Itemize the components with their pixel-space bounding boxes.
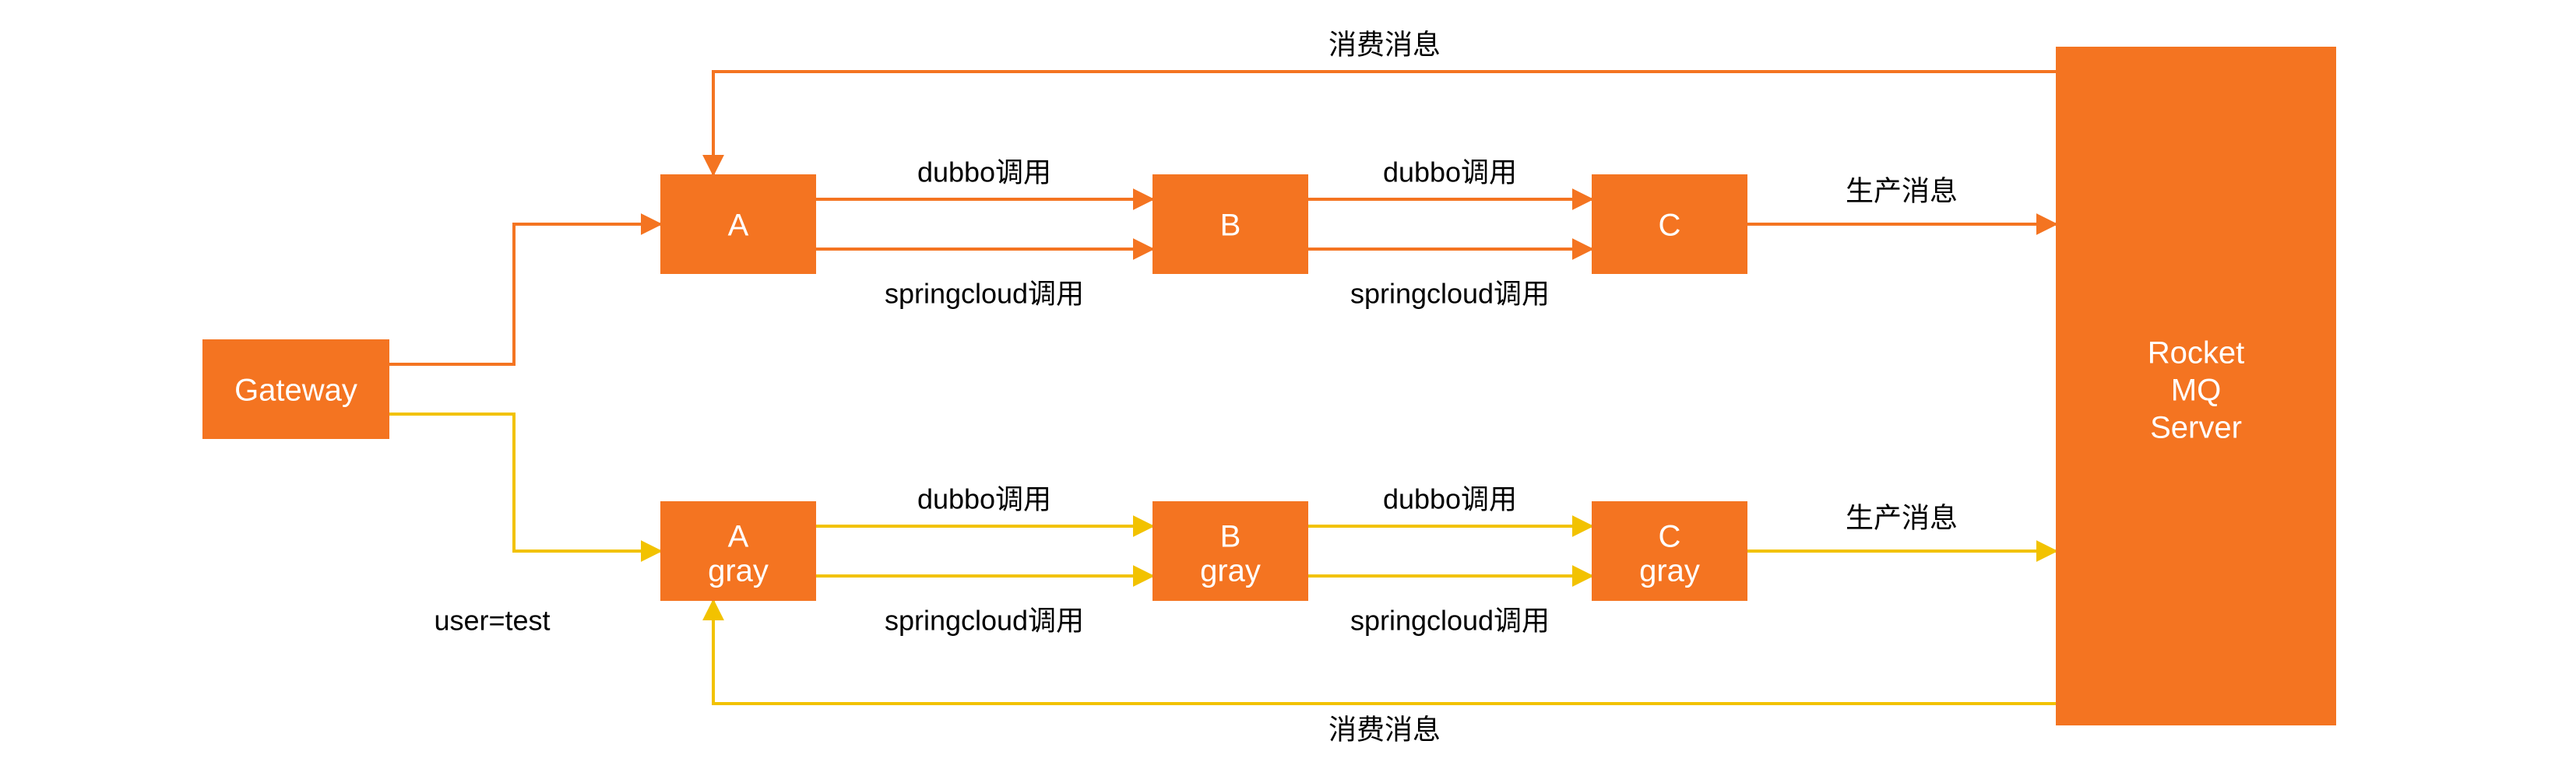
node-b: B [1153, 174, 1308, 274]
edge-gateway-a [389, 224, 660, 364]
label-mq-agray-consume: 消费消息 [1328, 714, 1441, 746]
label-agray-bgray-springcloud: springcloud调用 [885, 605, 1084, 637]
svg-text:MQ: MQ [2171, 374, 2221, 408]
svg-text:Server: Server [2150, 411, 2242, 445]
label-a-b-springcloud: springcloud调用 [885, 278, 1084, 310]
label-bgray-cgray-dubbo: dubbo调用 [1383, 483, 1517, 515]
label-cgray-mq-produce: 生产消息 [1846, 502, 1958, 534]
node-a: A [660, 174, 816, 274]
svg-text:C: C [1659, 209, 1681, 243]
diagram-canvas: dubbo调用 springcloud调用 dubbo调用 springclou… [0, 0, 2576, 769]
node-rocketmq: Rocket MQ Server [2056, 47, 2336, 725]
edge-gateway-agray [389, 414, 660, 551]
node-a-gray: A gray [660, 501, 816, 601]
node-c-gray: C gray [1592, 501, 1747, 601]
label-mq-a-consume: 消费消息 [1328, 29, 1441, 61]
svg-text:B: B [1220, 520, 1241, 554]
svg-text:gray: gray [1200, 554, 1261, 588]
node-b-gray: B gray [1153, 501, 1308, 601]
label-b-c-dubbo: dubbo调用 [1383, 156, 1517, 188]
svg-text:Gateway: Gateway [234, 374, 357, 408]
node-gateway: Gateway [202, 339, 389, 439]
label-a-b-dubbo: dubbo调用 [917, 156, 1051, 188]
svg-text:gray: gray [708, 554, 769, 588]
svg-text:Rocket: Rocket [2148, 336, 2245, 370]
svg-text:A: A [728, 209, 749, 243]
svg-text:C: C [1659, 520, 1681, 554]
svg-text:A: A [728, 520, 749, 554]
label-b-c-springcloud: springcloud调用 [1350, 278, 1550, 310]
label-agray-bgray-dubbo: dubbo调用 [917, 483, 1051, 515]
label-bgray-cgray-springcloud: springcloud调用 [1350, 605, 1550, 637]
svg-text:gray: gray [1639, 554, 1700, 588]
label-user-test: user=test [434, 605, 550, 637]
node-c: C [1592, 174, 1747, 274]
svg-text:B: B [1220, 209, 1241, 243]
label-c-mq-produce: 生产消息 [1846, 175, 1958, 207]
